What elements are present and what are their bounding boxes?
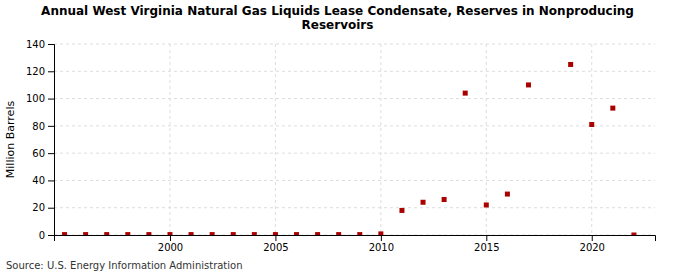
point: [273, 232, 278, 235]
y-tick-mark: [48, 235, 54, 236]
x-tick: 2015: [474, 235, 499, 253]
y-tick-mark: [48, 99, 54, 100]
x-tick: 2020: [580, 235, 605, 253]
y-tick-label: 0: [39, 230, 45, 241]
point: [610, 106, 615, 111]
y-tick: 80: [32, 121, 54, 132]
point: [505, 192, 510, 197]
y-tick: 40: [32, 175, 54, 186]
grid-line-y: [54, 207, 655, 208]
y-tick-mark: [48, 153, 54, 154]
points: [62, 62, 636, 235]
point: [83, 232, 88, 235]
point: [589, 122, 594, 127]
x-tick-label: 2000: [158, 242, 183, 253]
point: [484, 202, 489, 207]
plot: 2000 2005 2010 2015 2020 0 20 40 60 80 100 120 140: [26, 39, 656, 253]
y-tick: 140: [26, 39, 54, 50]
grid-line-x: [275, 44, 276, 235]
source: Source: U.S. Energy Information Administ…: [6, 260, 243, 271]
x-tick-mark: [486, 235, 487, 241]
grid-line-y: [54, 98, 655, 99]
y-tick-label: 120: [26, 66, 45, 77]
x-tick-label: 2010: [369, 242, 394, 253]
title-line: Annual West Virginia Natural Gas Liquids…: [41, 4, 634, 18]
point: [104, 232, 109, 235]
grid-line-y: [54, 71, 655, 72]
point: [294, 232, 299, 235]
y-tick: 100: [26, 93, 54, 104]
y-tick-mark: [48, 126, 54, 127]
y-tick: 60: [32, 148, 54, 159]
y-tick-mark: [48, 71, 54, 72]
point: [631, 233, 636, 236]
point: [62, 232, 67, 235]
title: Annual West Virginia Natural Gas Liquids…: [41, 4, 634, 32]
y-tick-mark: [48, 208, 54, 209]
x-tick-label: 2005: [263, 242, 288, 253]
y-tick: 120: [26, 66, 54, 77]
point: [315, 232, 320, 235]
x-tick: 2000: [158, 235, 183, 253]
grid-line-y: [54, 153, 655, 154]
point: [378, 231, 383, 235]
point: [442, 197, 447, 202]
x-axis-line: [55, 236, 656, 242]
y-axis: 0 20 40 60 80 100 120 140: [26, 39, 55, 241]
grid-line-x: [380, 44, 381, 235]
grid-line-x: [591, 44, 592, 235]
grid-line-y: [54, 180, 655, 181]
point: [526, 82, 531, 87]
y-tick-label: 80: [32, 121, 45, 132]
point: [125, 232, 130, 235]
x-tick-mark: [592, 235, 593, 241]
grid-line-y: [54, 125, 655, 126]
y-tick-label: 60: [32, 148, 45, 159]
y-axis-line: [48, 45, 55, 236]
x-tick: 2005: [263, 235, 288, 253]
point: [357, 232, 362, 235]
x-tick-label: 2020: [580, 242, 605, 253]
x-tick-mark: [170, 235, 171, 241]
x-tick-mark: [381, 235, 382, 241]
x-tick-label: 2015: [474, 242, 499, 253]
point: [146, 232, 151, 235]
x-tick: 2010: [369, 235, 394, 253]
title-line: Reservoirs: [302, 18, 374, 32]
y-axis-title: Million Barrels: [4, 101, 17, 179]
y-tick: 20: [32, 202, 54, 213]
grid-line-x: [169, 44, 170, 235]
point: [189, 232, 194, 235]
point: [399, 208, 404, 213]
y-tick-mark: [48, 44, 54, 45]
chart: 2000 2005 2010 2015 2020 0 20 40 60 80 100 120 140 An…: [0, 0, 675, 275]
y-tick-mark: [48, 180, 54, 181]
x-axis: 2000 2005 2010 2015 2020: [55, 235, 656, 253]
point: [167, 232, 172, 235]
point: [463, 91, 468, 96]
grid-line-y: [54, 44, 655, 45]
point: [336, 232, 341, 235]
point: [210, 232, 215, 235]
y-tick-label: 40: [32, 175, 45, 186]
y-tick-label: 140: [26, 39, 45, 50]
y-tick-label: 100: [26, 93, 45, 104]
grid: [54, 44, 655, 235]
point: [231, 232, 236, 235]
point: [568, 62, 573, 67]
point: [252, 232, 257, 235]
x-tick-mark: [275, 235, 276, 241]
y-tick-label: 20: [32, 202, 45, 213]
point: [421, 200, 426, 205]
y-tick: 0: [39, 230, 54, 241]
